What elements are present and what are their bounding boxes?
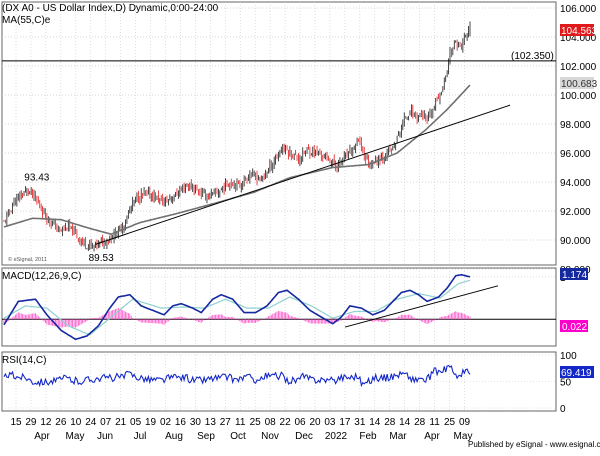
x-tick-label: 14: [369, 417, 381, 428]
month-label: Aug: [165, 431, 183, 442]
signal-value-box: [560, 320, 588, 332]
ma-value-box: [560, 77, 594, 89]
macd-line: [3, 273, 471, 341]
rsi-value-box: [560, 366, 594, 378]
x-tick-label: 09: [459, 417, 471, 428]
x-tick-label: 03: [324, 417, 336, 428]
month-label: Sep: [197, 431, 215, 442]
price-tick-label: 96.000: [560, 149, 591, 160]
rsi-line: [3, 364, 471, 388]
month-label: Mar: [389, 431, 407, 442]
x-tick-label: 15: [10, 417, 22, 428]
panel-frames: [1, 1, 557, 412]
x-tick-label: 22: [280, 417, 292, 428]
support-trendline: [95, 104, 511, 245]
x-tick-label: 31: [354, 417, 366, 428]
x-tick-label: 06: [294, 417, 306, 428]
x-tick-label: 19: [145, 417, 157, 428]
rsi-tick-label: 100: [560, 351, 577, 362]
x-tick-label: 20: [309, 417, 321, 428]
signal-value: 0.022: [562, 322, 587, 333]
ma-value: 100.683: [561, 79, 598, 90]
price-panel: 93.43 89.53: [2, 21, 556, 264]
last-price-box: [560, 24, 594, 36]
x-tick-label: 10: [70, 417, 82, 428]
price-frame: [1, 1, 557, 266]
footer-credit: Published by eSignal - www.esignal.com: [468, 440, 600, 449]
rsi-panel: 100 50 0: [2, 351, 577, 415]
price-tick-label: 92.000: [560, 207, 591, 218]
month-label: May: [66, 431, 85, 442]
macd-value-box: [560, 268, 588, 280]
x-tick-label: 28: [384, 417, 396, 428]
month-label: Feb: [359, 431, 377, 442]
x-tick-label: 25: [444, 417, 456, 428]
x-tick-label: 08: [265, 417, 277, 428]
x-tick-label: 13: [205, 417, 217, 428]
x-tick-label: 28: [414, 417, 426, 428]
watermark: © eSignal, 2011: [8, 256, 47, 263]
rsi-tick-label: 50: [560, 378, 572, 389]
price-annotation: 89.53: [89, 253, 114, 264]
x-tick-label: 27: [220, 417, 232, 428]
rsi-value: 69.419: [561, 368, 592, 379]
x-tick-label: 11: [429, 417, 440, 428]
x-tick-label: 14: [399, 417, 411, 428]
x-tick-label: 16: [175, 417, 187, 428]
macd-title: MACD(12,26,9,C): [2, 271, 81, 282]
x-tick-label: 26: [55, 417, 67, 428]
resistance-label: (102.350): [511, 51, 554, 62]
month-label: 2022: [325, 431, 348, 442]
x-tick-label: 29: [25, 417, 37, 428]
x-tick-label: 30: [190, 417, 202, 428]
last-price-value: 104.563: [561, 26, 598, 37]
macd-value: 1.174: [562, 270, 587, 281]
month-label: Nov: [261, 431, 279, 442]
month-label: Dec: [295, 431, 313, 442]
x-tick-label: 11: [235, 417, 246, 428]
x-tick-label: 02: [160, 417, 172, 428]
axis-labels: 106.000 104.000 102.000 100.000 98.000 96.000…: [10, 4, 596, 442]
rsi-title: RSI(14,C): [2, 355, 46, 366]
month-label: Jul: [134, 431, 147, 442]
x-tick-label: 17: [339, 417, 351, 428]
price-tick-label: 102.000: [560, 62, 597, 73]
x-tick-label: 12: [40, 417, 52, 428]
price-annotation: 93.43: [24, 172, 49, 183]
price-chart-title: (DX A0 - US Dollar Index,D) Dynamic,0:00…: [2, 3, 219, 14]
month-label: Jun: [97, 431, 113, 442]
macd-frame: [1, 267, 557, 347]
month-label: Apr: [34, 431, 50, 442]
grid-lines: [2, 2, 556, 411]
x-tick-label: 05: [130, 417, 142, 428]
price-tick-label: 100.000: [560, 91, 597, 102]
price-tick-label: 94.000: [560, 178, 591, 189]
month-label: Apr: [424, 431, 440, 442]
ma-overlay-label: MA(55,C)e: [2, 15, 51, 26]
price-tick-label: 106.000: [560, 4, 597, 15]
x-tick-label: 24: [85, 417, 97, 428]
macd-trendline: [344, 285, 499, 328]
month-label: May: [454, 431, 473, 442]
price-tick-label: 90.000: [560, 236, 591, 247]
price-tick-label: 98.000: [560, 120, 591, 131]
x-tick-label: 07: [100, 417, 112, 428]
x-tick-label: 21: [115, 417, 127, 428]
rsi-tick-label: 0: [560, 404, 566, 415]
month-label: Oct: [230, 431, 246, 442]
x-tick-label: 25: [250, 417, 262, 428]
price-tick-label: 104.000: [560, 33, 597, 44]
